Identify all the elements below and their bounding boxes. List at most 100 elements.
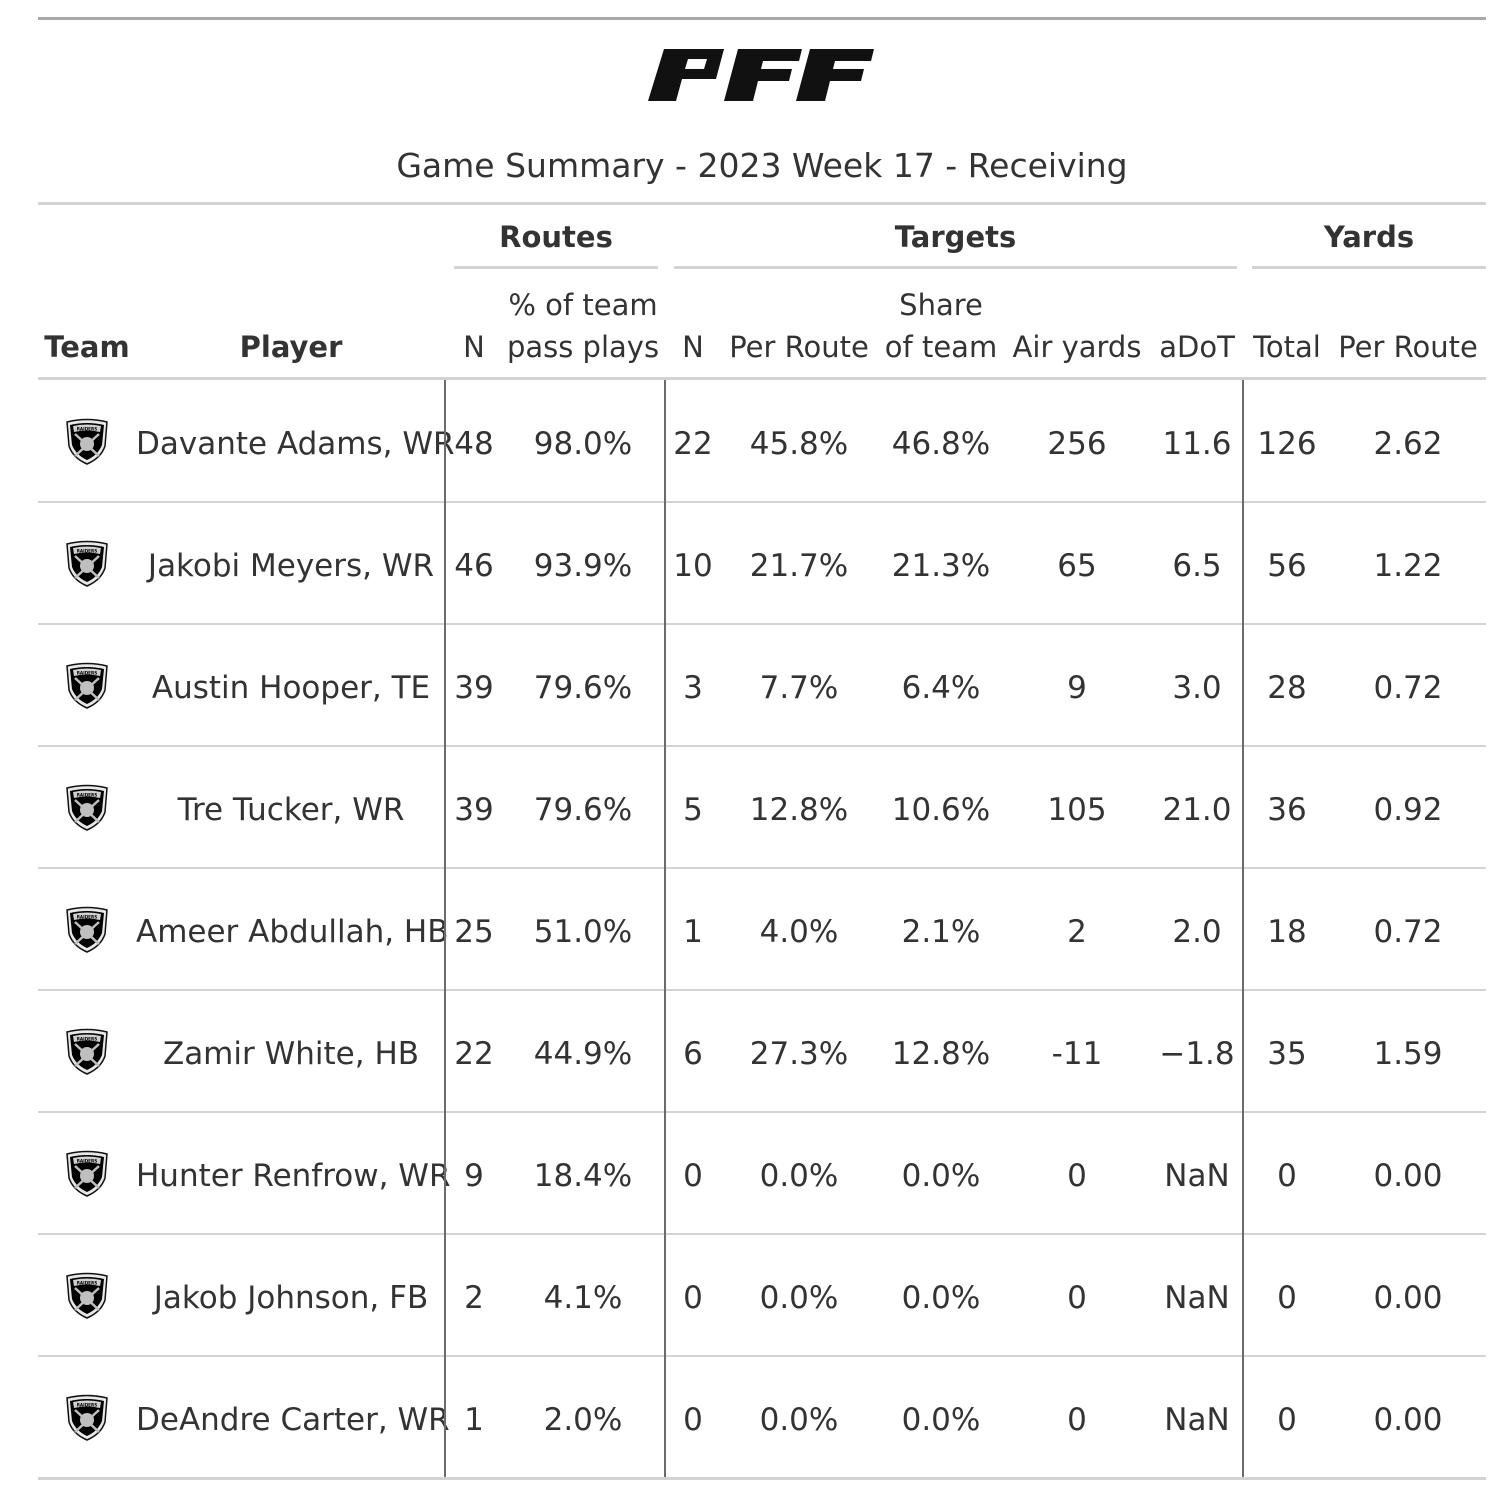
row-divider <box>38 1111 1486 1113</box>
air-yards-cell: -11 <box>1051 1036 1103 1072</box>
adot-cell: NaN <box>1164 1402 1230 1438</box>
row-divider <box>38 867 1486 869</box>
routes-pct-cell: 98.0% <box>533 426 633 462</box>
raiders-logo-icon: RAIDERS <box>66 1028 108 1075</box>
yards-total-cell: 126 <box>1257 426 1317 462</box>
air-yards-cell: 0 <box>1067 1158 1087 1194</box>
yards-per-route-cell: 1.59 <box>1373 1036 1443 1072</box>
spanner-targets-line <box>674 266 1237 269</box>
table-row: RAIDERS DeAndre Carter, WR 1 2.0% 0 0.0% 0.0% 0… <box>38 1357 1486 1479</box>
column-header-targets-per-route: Per Route <box>729 330 869 364</box>
targets-share-cell: 0.0% <box>901 1158 981 1194</box>
svg-text:RAIDERS: RAIDERS <box>77 427 98 432</box>
targets-per-route-cell: 0.0% <box>759 1158 839 1194</box>
column-header-yards-total: Total <box>1253 330 1321 364</box>
targets-divider <box>664 380 666 1478</box>
routes-n-cell: 22 <box>454 1036 494 1072</box>
targets-share-cell: 0.0% <box>901 1280 981 1316</box>
targets-share-cell: 21.3% <box>891 548 991 584</box>
player-cell: Tre Tucker, WR <box>177 792 405 828</box>
header-rule <box>38 377 1486 380</box>
column-header-targets-share-line1: Share <box>899 288 983 322</box>
svg-text:RAIDERS: RAIDERS <box>77 1403 98 1408</box>
column-header-adot: aDoT <box>1159 330 1235 364</box>
yards-total-cell: 0 <box>1277 1158 1297 1194</box>
routes-n-cell: 39 <box>454 792 494 828</box>
adot-cell: 6.5 <box>1172 548 1222 584</box>
yards-total-cell: 36 <box>1267 792 1307 828</box>
targets-per-route-cell: 0.0% <box>759 1280 839 1316</box>
targets-n-cell: 3 <box>683 670 703 706</box>
yards-per-route-cell: 2.62 <box>1373 426 1443 462</box>
adot-cell: 21.0 <box>1162 792 1232 828</box>
yards-per-route-cell: 0.00 <box>1373 1280 1443 1316</box>
targets-per-route-cell: 45.8% <box>749 426 849 462</box>
spanner-routes-line <box>454 266 658 269</box>
svg-text:RAIDERS: RAIDERS <box>77 1037 98 1042</box>
targets-n-cell: 6 <box>683 1036 703 1072</box>
targets-share-cell: 12.8% <box>891 1036 991 1072</box>
routes-n-cell: 2 <box>464 1280 484 1316</box>
targets-per-route-cell: 7.7% <box>759 670 839 706</box>
table-row: RAIDERS Jakobi Meyers, WR 46 93.9% 10 21.7% 21… <box>38 503 1486 625</box>
table-row: RAIDERS Zamir White, HB 22 44.9% 6 27.3% 12.8%… <box>38 991 1486 1113</box>
column-header-yards-per-route: Per Route <box>1338 330 1478 364</box>
yards-per-route-cell: 1.22 <box>1373 548 1443 584</box>
yards-total-cell: 18 <box>1267 914 1307 950</box>
player-cell: Davante Adams, WR <box>136 426 455 462</box>
adot-cell: 3.0 <box>1172 670 1222 706</box>
svg-text:RAIDERS: RAIDERS <box>77 671 98 676</box>
yards-total-cell: 0 <box>1277 1402 1297 1438</box>
targets-n-cell: 1 <box>683 914 703 950</box>
svg-text:RAIDERS: RAIDERS <box>77 1159 98 1164</box>
player-cell: DeAndre Carter, WR <box>136 1402 450 1438</box>
yards-divider <box>1242 380 1244 1478</box>
air-yards-cell: 0 <box>1067 1280 1087 1316</box>
player-cell: Hunter Renfrow, WR <box>136 1158 451 1194</box>
column-header-routes-pct-line2: pass plays <box>506 330 660 364</box>
targets-share-cell: 0.0% <box>901 1402 981 1438</box>
column-header-air-yards: Air yards <box>1012 330 1142 364</box>
targets-per-route-cell: 0.0% <box>759 1402 839 1438</box>
yards-per-route-cell: 0.00 <box>1373 1158 1443 1194</box>
svg-text:RAIDERS: RAIDERS <box>77 915 98 920</box>
table-row: RAIDERS Hunter Renfrow, WR 9 18.4% 0 0.0% 0.0%… <box>38 1113 1486 1235</box>
raiders-logo-icon: RAIDERS <box>66 662 108 709</box>
air-yards-cell: 2 <box>1067 914 1087 950</box>
row-divider <box>38 623 1486 625</box>
yards-per-route-cell: 0.72 <box>1373 670 1443 706</box>
targets-per-route-cell: 4.0% <box>759 914 839 950</box>
yards-total-cell: 0 <box>1277 1280 1297 1316</box>
routes-pct-cell: 79.6% <box>533 670 633 706</box>
adot-cell: NaN <box>1164 1280 1230 1316</box>
air-yards-cell: 256 <box>1047 426 1107 462</box>
routes-pct-cell: 51.0% <box>533 914 633 950</box>
routes-pct-cell: 18.4% <box>533 1158 633 1194</box>
table-row: RAIDERS Jakob Johnson, FB 2 4.1% 0 0.0% 0.0% 0 N… <box>38 1235 1486 1357</box>
yards-per-route-cell: 0.72 <box>1373 914 1443 950</box>
player-cell: Jakobi Meyers, WR <box>147 548 435 584</box>
title-rule <box>38 202 1486 205</box>
targets-per-route-cell: 27.3% <box>749 1036 849 1072</box>
svg-text:RAIDERS: RAIDERS <box>77 793 98 798</box>
adot-cell: 2.0 <box>1172 914 1222 950</box>
row-divider <box>38 501 1486 503</box>
raiders-logo-icon: RAIDERS <box>66 1272 108 1319</box>
spanner-routes: Routes <box>499 220 613 254</box>
row-divider <box>38 1233 1486 1235</box>
routes-n-cell: 39 <box>454 670 494 706</box>
raiders-logo-icon: RAIDERS <box>66 1394 108 1441</box>
routes-n-cell: 25 <box>454 914 494 950</box>
adot-cell: 11.6 <box>1162 426 1232 462</box>
routes-n-cell: 1 <box>464 1402 484 1438</box>
row-divider <box>38 745 1486 747</box>
routes-pct-cell: 4.1% <box>543 1280 623 1316</box>
routes-divider <box>444 380 446 1478</box>
column-header-routes-pct-line1: % of team <box>508 288 658 322</box>
air-yards-cell: 0 <box>1067 1402 1087 1438</box>
table-row: RAIDERS Ameer Abdullah, HB 25 51.0% 1 4.0% 2.1… <box>38 869 1486 991</box>
targets-share-cell: 46.8% <box>891 426 991 462</box>
yards-total-cell: 56 <box>1267 548 1307 584</box>
targets-n-cell: 0 <box>683 1158 703 1194</box>
targets-share-cell: 10.6% <box>891 792 991 828</box>
